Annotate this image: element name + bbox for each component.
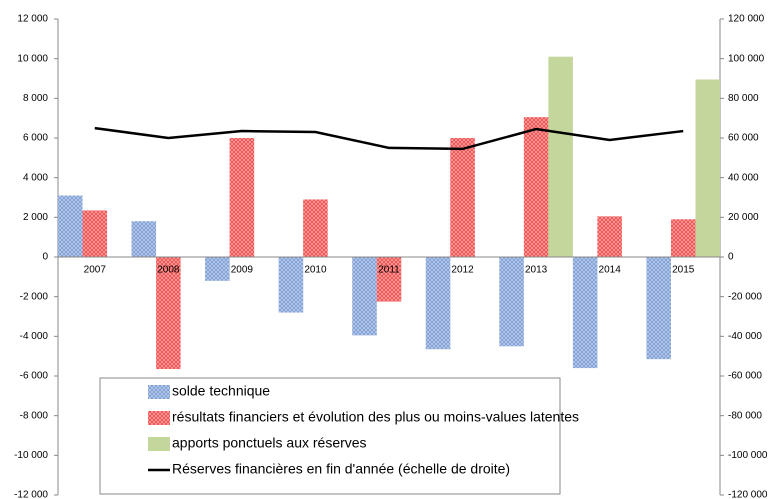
y-tick-label: 12 000: [17, 14, 48, 25]
x-tick-label: 2014: [599, 265, 622, 276]
y-tick-label: 0: [42, 252, 48, 263]
bar-hatch: [670, 219, 696, 257]
y-tick-label: -4 000: [20, 331, 49, 342]
bar-hatch: [572, 257, 598, 369]
y2-tick-label: -60 000: [728, 371, 762, 382]
y2-tick-label: -40 000: [728, 331, 762, 342]
x-tick-label: 2015: [672, 265, 695, 276]
bar-hatch: [58, 195, 83, 257]
legend-label: apports ponctuels aux réserves: [172, 435, 367, 451]
bar-hatch: [82, 210, 108, 257]
y-tick-label: -6 000: [20, 371, 49, 382]
y-tick-label: -2 000: [20, 291, 49, 302]
bar-hatch: [523, 117, 549, 257]
y-tick-label: 2 000: [23, 212, 48, 223]
bar-hatch: [597, 216, 622, 257]
x-tick-label: 2008: [157, 265, 180, 276]
y2-tick-label: 100 000: [728, 53, 765, 64]
y2-tick-label: -100 000: [728, 450, 768, 461]
bar-hatch: [425, 257, 451, 350]
bar-hatch: [278, 257, 304, 313]
bar: [695, 79, 720, 257]
bar: [548, 56, 573, 257]
bar-hatch: [131, 221, 157, 257]
x-tick-label: 2009: [231, 265, 254, 276]
y-tick-label: 8 000: [23, 93, 48, 104]
x-tick-label: 2012: [451, 265, 474, 276]
y2-tick-label: 20 000: [728, 212, 759, 223]
x-tick-label: 2007: [84, 265, 107, 276]
y2-tick-label: -20 000: [728, 291, 762, 302]
legend-label: solde technique: [172, 383, 270, 399]
y-tick-label: -8 000: [20, 410, 49, 421]
legend-hatch: [148, 411, 170, 425]
legend-label: Réserves financières en fin d'année (éch…: [172, 461, 510, 477]
bar-hatch: [156, 257, 181, 370]
legend-label: résultats financiers et évolution des pl…: [172, 409, 579, 425]
x-tick-label: 2011: [378, 265, 400, 276]
x-tick-label: 2013: [525, 265, 548, 276]
bar-hatch: [376, 257, 402, 302]
y2-tick-label: -80 000: [728, 410, 762, 421]
bar-hatch: [352, 257, 377, 336]
y-tick-label: 10 000: [17, 53, 48, 64]
y2-tick-label: 0: [728, 252, 734, 263]
line: [94, 126, 684, 151]
y-tick-label: -12 000: [14, 490, 48, 499]
legend-hatch: [148, 385, 170, 399]
y2-tick-label: 60 000: [728, 133, 759, 144]
bar-hatch: [229, 138, 255, 257]
y-tick-label: 6 000: [23, 133, 48, 144]
y2-tick-label: 120 000: [728, 14, 765, 25]
y-tick-label: 4 000: [23, 172, 48, 183]
y2-tick-label: -120 000: [728, 490, 768, 499]
bar-hatch: [499, 257, 524, 347]
bar-hatch: [646, 257, 671, 360]
y2-tick-label: 80 000: [728, 93, 759, 104]
bar-hatch: [205, 257, 230, 281]
x-tick-label: 2010: [304, 265, 327, 276]
y-tick-label: -10 000: [14, 450, 48, 461]
legend-swatch: [148, 437, 170, 451]
bar-hatch: [303, 199, 328, 257]
bar-hatch: [450, 138, 475, 257]
legend-box: [99, 377, 561, 495]
y2-tick-label: 40 000: [728, 172, 759, 183]
